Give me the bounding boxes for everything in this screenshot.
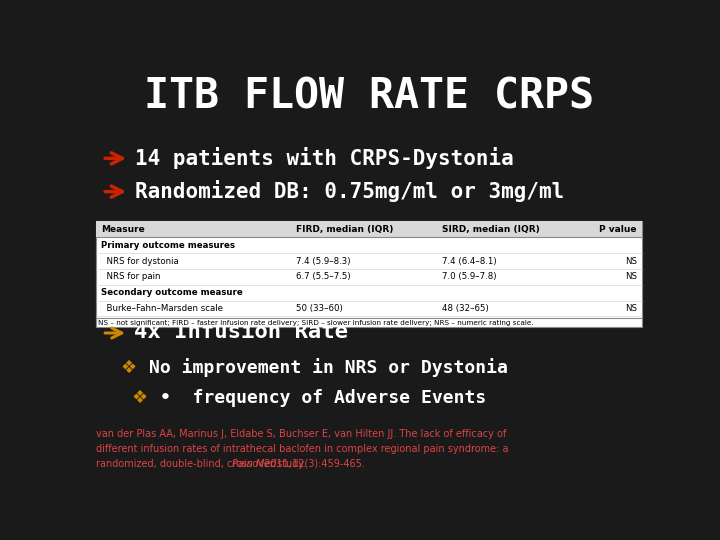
Text: 6.7 (5.5–7.5): 6.7 (5.5–7.5) (297, 272, 351, 281)
Text: No improvement in NRS or Dystonia: No improvement in NRS or Dystonia (148, 358, 508, 377)
Text: SIRD, median (IQR): SIRD, median (IQR) (441, 225, 539, 233)
FancyBboxPatch shape (96, 221, 642, 238)
Text: Measure: Measure (101, 225, 145, 233)
Text: 7.4 (6.4–8.1): 7.4 (6.4–8.1) (441, 256, 496, 266)
Text: NS – not significant; FIRD – faster infusion rate delivery; SIRD – slower infusi: NS – not significant; FIRD – faster infu… (99, 320, 534, 326)
Text: different infusion rates of intrathecal baclofen in complex regional pain syndro: different infusion rates of intrathecal … (96, 444, 508, 454)
Text: NRS for pain: NRS for pain (101, 272, 161, 281)
Text: 4x Infusion Rate: 4x Infusion Rate (133, 322, 348, 342)
Text: •  frequency of Adverse Events: • frequency of Adverse Events (160, 389, 486, 407)
Text: van der Plas AA, Marinus J, Eldabe S, Buchser E, van Hilten JJ. The lack of effi: van der Plas AA, Marinus J, Eldabe S, Bu… (96, 429, 506, 439)
Text: 50 (33–60): 50 (33–60) (297, 304, 343, 313)
Text: NS: NS (625, 256, 637, 266)
Text: 2011;12(3):459-465.: 2011;12(3):459-465. (261, 459, 365, 469)
Text: Randomized DB: 0.75mg/ml or 3mg/ml: Randomized DB: 0.75mg/ml or 3mg/ml (135, 180, 564, 202)
Text: randomized, double-blind, crossover study.: randomized, double-blind, crossover stud… (96, 459, 308, 469)
Text: NS: NS (625, 272, 637, 281)
Text: ❖: ❖ (132, 389, 148, 407)
Text: Pain Med.: Pain Med. (233, 459, 280, 469)
Text: 14 patients with CRPS-Dystonia: 14 patients with CRPS-Dystonia (135, 147, 513, 169)
Text: Primary outcome measures: Primary outcome measures (101, 241, 235, 250)
Text: P value: P value (599, 225, 637, 233)
Text: ❖: ❖ (121, 359, 137, 376)
Text: 48 (32–65): 48 (32–65) (441, 304, 488, 313)
Text: NRS for dystonia: NRS for dystonia (101, 256, 179, 266)
Text: FIRD, median (IQR): FIRD, median (IQR) (297, 225, 394, 233)
Text: Burke–Fahn–Marsden scale: Burke–Fahn–Marsden scale (101, 304, 223, 313)
Text: Secondary outcome measure: Secondary outcome measure (101, 288, 243, 297)
FancyBboxPatch shape (96, 221, 642, 327)
Text: ITB FLOW RATE CRPS: ITB FLOW RATE CRPS (144, 75, 594, 117)
Text: 7.0 (5.9–7.8): 7.0 (5.9–7.8) (441, 272, 496, 281)
Text: NS: NS (625, 304, 637, 313)
Text: 7.4 (5.9–8.3): 7.4 (5.9–8.3) (297, 256, 351, 266)
